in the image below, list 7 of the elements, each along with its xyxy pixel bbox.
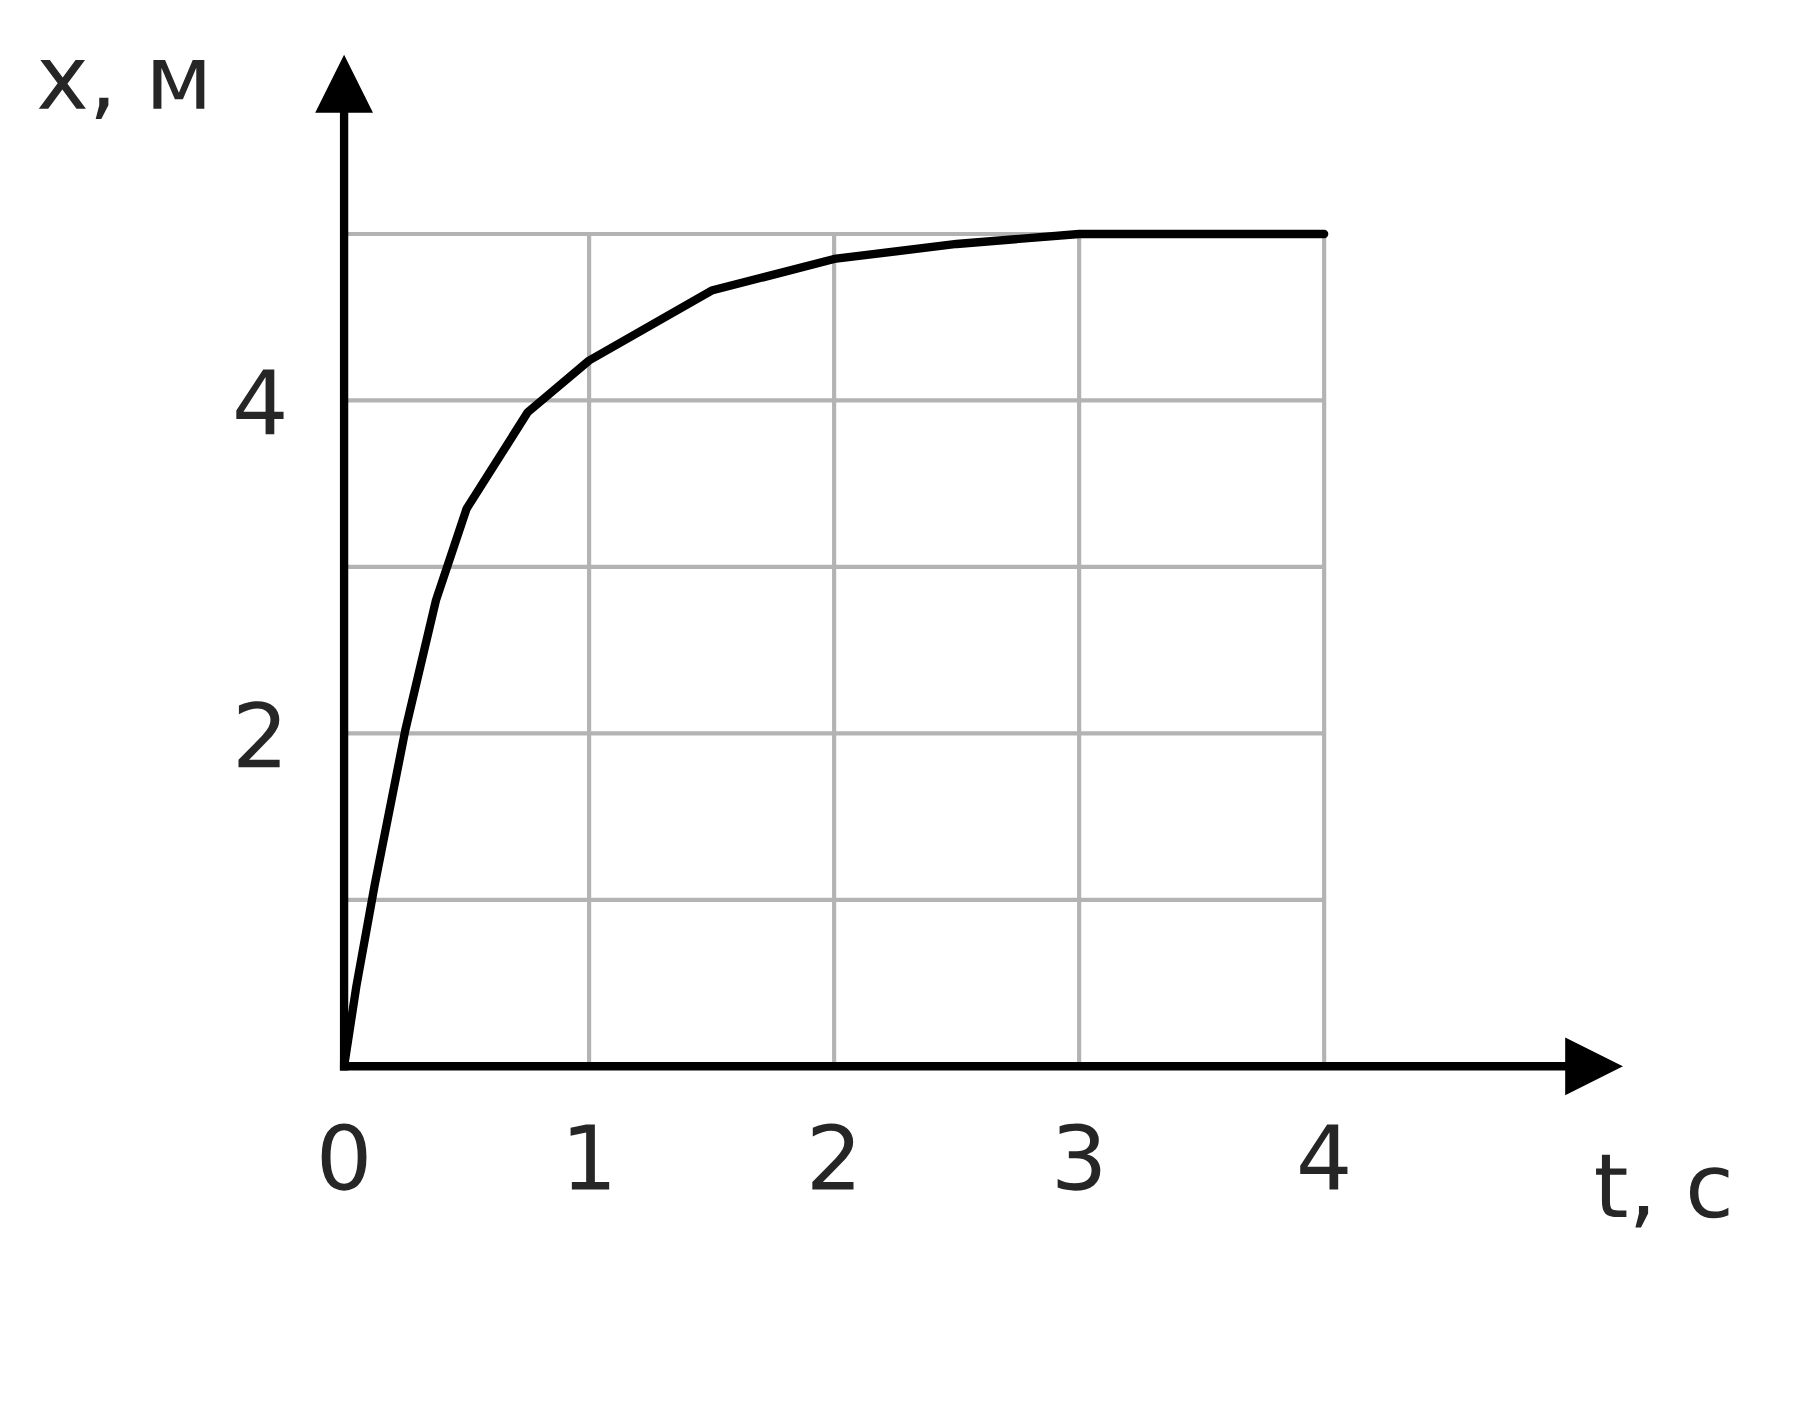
x-tick-label: 3 <box>1057 1123 1101 1191</box>
y-axis-title: x, м <box>38 60 205 120</box>
x-tick-label: 1 <box>570 1124 610 1190</box>
x-tick-label: 2 <box>812 1123 854 1190</box>
x-axis-title: t, с <box>1596 1154 1729 1228</box>
x-tick-label: 4 <box>1300 1124 1348 1190</box>
x-tick-label: 0 <box>321 1123 367 1191</box>
